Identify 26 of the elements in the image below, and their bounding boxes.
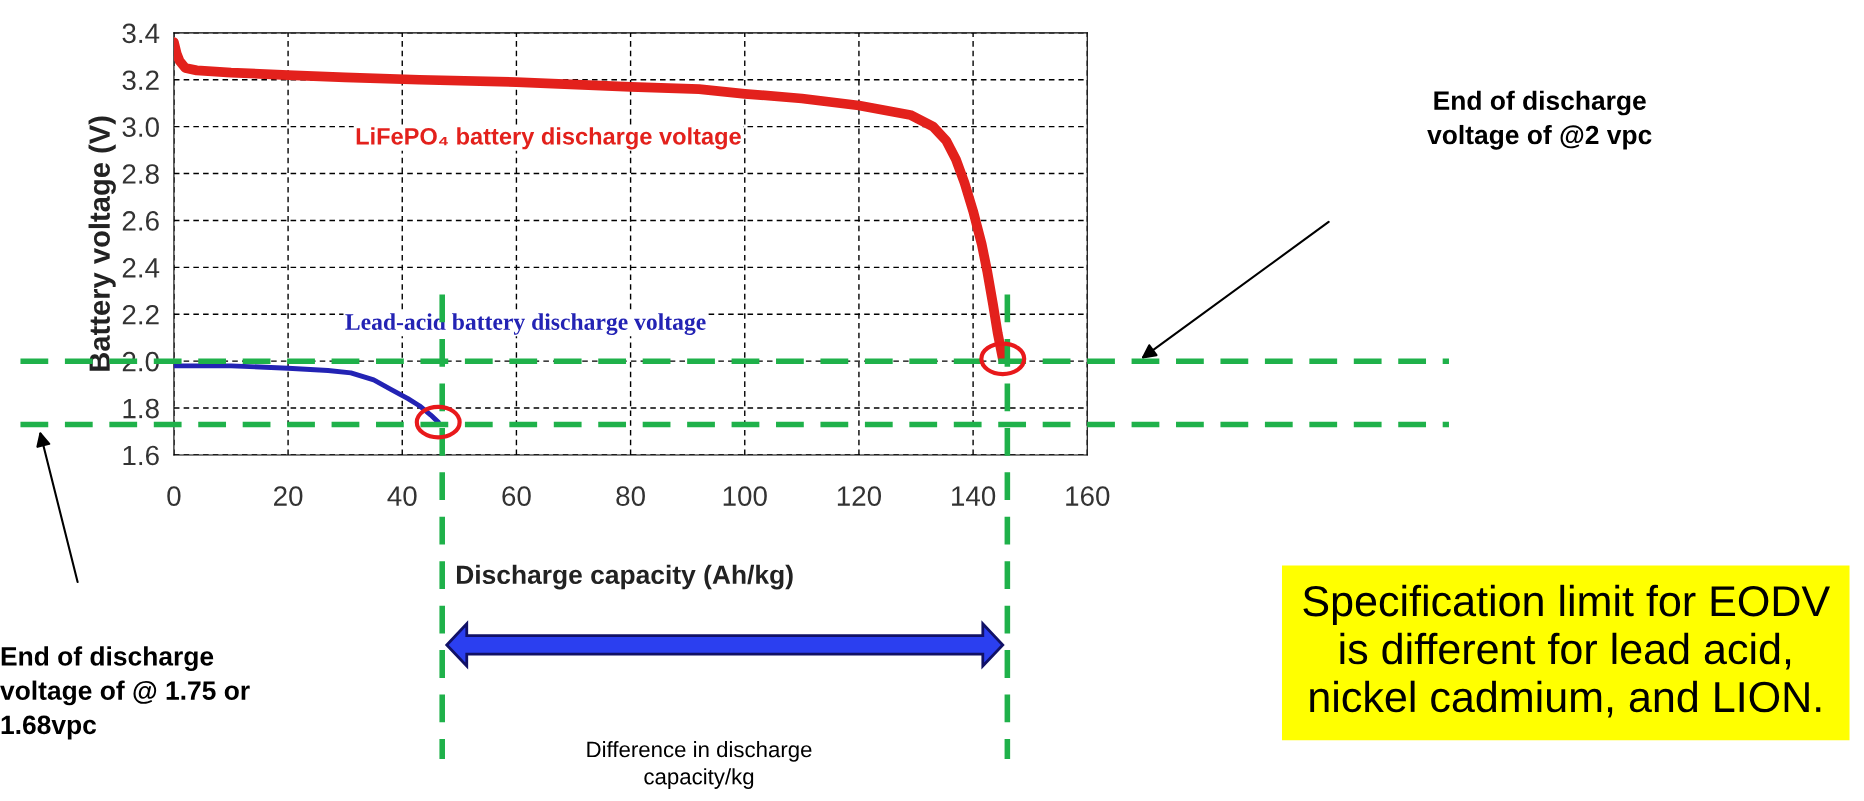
x-tick-label: 140 xyxy=(952,486,996,506)
x-tick-label: 100 xyxy=(723,486,767,506)
text: Difference in discharge capacity/kg xyxy=(587,741,812,789)
x-tick-label: 160 xyxy=(1066,486,1110,506)
y-tick-label: 3.0 xyxy=(122,117,159,137)
x-tick-label: 20 xyxy=(274,486,303,506)
y-tick-label: 2.4 xyxy=(122,258,160,278)
x-tick-label: 120 xyxy=(837,486,882,506)
y-tick-label: 3.2 xyxy=(122,70,159,91)
y-tick-label: 1.6 xyxy=(123,445,159,466)
text: Specification limit for EODV is different for lead acid, nickel cadmium, and LION. xyxy=(1303,584,1830,718)
y-tick-label: 3.4 xyxy=(122,23,160,44)
x-tick-label: 60 xyxy=(502,486,531,506)
text: End of discharge voltage of @ 1.75 or 1.68vpc xyxy=(0,646,250,740)
x-tick-label: 0 xyxy=(167,486,181,506)
x-tick-label: 40 xyxy=(387,486,417,506)
x-tick-label: 80 xyxy=(616,486,645,506)
y-tick-label: 2.6 xyxy=(122,211,159,231)
y-axis-title: Battery voltage (V) xyxy=(88,116,116,371)
y-tick-label: 2.2 xyxy=(122,304,159,325)
y-tick-label: 1.8 xyxy=(123,398,159,419)
y-tick-label: 2.8 xyxy=(122,164,159,184)
series-label: Lead-acid battery discharge voltage xyxy=(345,313,706,335)
text: End of discharge voltage of @2 vpc xyxy=(1427,90,1652,150)
x-axis-title: Discharge capacity (Ah/kg) xyxy=(456,564,793,590)
series-label: LiFePO₄ battery discharge voltage xyxy=(356,127,741,150)
